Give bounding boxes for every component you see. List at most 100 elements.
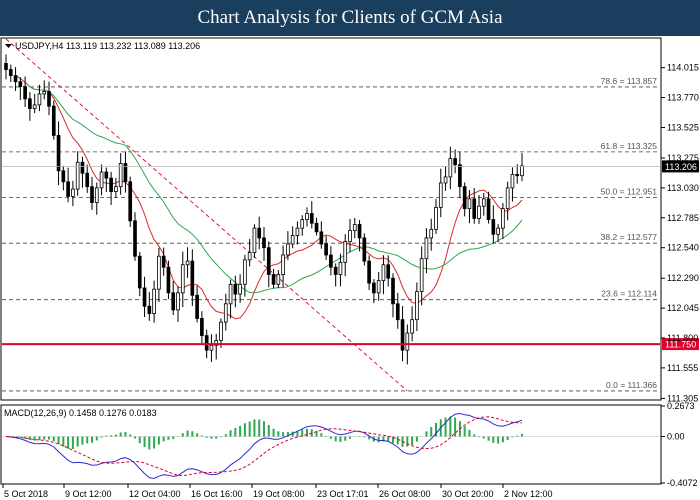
candle-body [51,105,56,136]
candle-body [300,219,305,229]
candle-body [496,227,500,235]
y-tick-label: 113.770 [667,93,699,103]
macd-label: MACD(12,26,9) 0.1458 0.1276 0.0183 [4,408,157,418]
candle-body [281,254,285,275]
candle-body [176,292,180,311]
price-panel [0,37,662,401]
candle-body [118,163,123,188]
candle-body [133,220,137,257]
x-tick-label: 30 Oct 20:00 [442,489,494,499]
candle-body [195,294,199,319]
candle-body [18,81,23,87]
candle-body [386,264,391,279]
candle-body [372,282,376,294]
candle-body [47,91,51,107]
candle-body [32,104,37,109]
candle-body [42,91,47,95]
candle-body [252,227,257,253]
fib-level-label: 50.0 = 112.951 [601,187,658,197]
candle-body [262,237,266,249]
candle-body [319,231,324,245]
y-tick-label: 112.785 [667,213,699,223]
candle-body [448,158,453,178]
candle-body [266,247,271,275]
candle-body [438,182,443,208]
chart-area: 78.6 = 113.857 61.8 = 113.325 50.0 = 112.9… [0,37,699,499]
y-tick-label: 111.555 [667,363,698,373]
candle-body [467,198,472,210]
macd-signal-line [5,416,523,477]
candle-body [324,243,328,256]
candle-body [161,255,166,268]
x-tick-label: 9 Oct 12:00 [65,489,112,499]
candle-body [376,280,381,294]
candle-body [228,283,233,305]
candle-body [123,163,128,183]
candle-body [333,266,338,275]
x-tick-label: 16 Oct 16:00 [191,489,243,499]
y-tick-label: 113.030 [667,183,699,193]
candle-body [486,198,491,221]
candle-body [23,86,27,100]
candle-body [13,75,18,83]
candle-body [348,230,352,242]
candle-body [80,161,85,174]
candle-body [204,335,209,351]
candle-body [419,258,424,293]
candle-body [395,303,400,321]
candle-body [400,319,405,351]
candle-body [128,181,133,222]
candle-body [85,172,90,188]
x-tick-label: 2 Nov 12:00 [504,489,553,499]
fib-level-label: 0.0 = 111.366 [606,380,657,390]
candle-body [477,205,481,219]
candle-body [424,237,429,260]
candle-body [309,213,314,224]
fib-level-label: 61.8 = 113.325 [601,141,658,151]
candle-body [152,288,156,314]
macd-panel [0,404,662,485]
candle-body [367,260,371,284]
x-tick-label: 26 Oct 08:00 [379,489,431,499]
candle-body [295,227,300,236]
candle-body [381,264,386,282]
candle-body [99,171,104,189]
candle-body [362,237,367,262]
candle-body [276,274,281,285]
candle-body [472,198,477,219]
y-tick-label: 112.045 [667,303,699,313]
macd-line [5,412,523,480]
fib-trend-line [5,38,408,392]
candle-body [247,252,252,261]
candle-body [329,254,333,268]
candle-body [185,260,190,266]
candle-body [257,227,262,239]
y-tick-label: 111.305 [667,393,698,403]
candle-body [4,63,8,70]
candle-body [90,186,94,203]
candle-body [305,213,309,221]
support-price-label: 111.750 [665,340,696,350]
x-tick-label: 5 Oct 2018 [4,489,48,499]
x-tick-label: 12 Oct 04:00 [129,489,181,499]
candle-body [429,228,434,239]
candle-body [200,318,204,336]
page-title: Chart Analysis for Clients of GCM Asia [0,0,700,36]
candle-body [209,344,214,351]
fib-level-label: 23.6 = 112.114 [601,289,657,299]
macd-tick-label: 0.2673 [667,401,695,411]
current-price-label: 113.206 [665,162,697,172]
fib-level-label: 38.2 = 112.577 [601,232,658,242]
candle-body [28,98,32,109]
support-price-tag [662,338,699,351]
candle-body [491,219,496,235]
candle-body [314,222,319,233]
candle-body [157,255,161,290]
candle-body [415,291,419,321]
candle-body [147,305,152,314]
candle-body [434,207,438,230]
candle-body [343,241,348,263]
candle-body [520,165,524,177]
macd-tick-label: 0.00 [667,432,685,442]
candle-body [166,266,171,294]
